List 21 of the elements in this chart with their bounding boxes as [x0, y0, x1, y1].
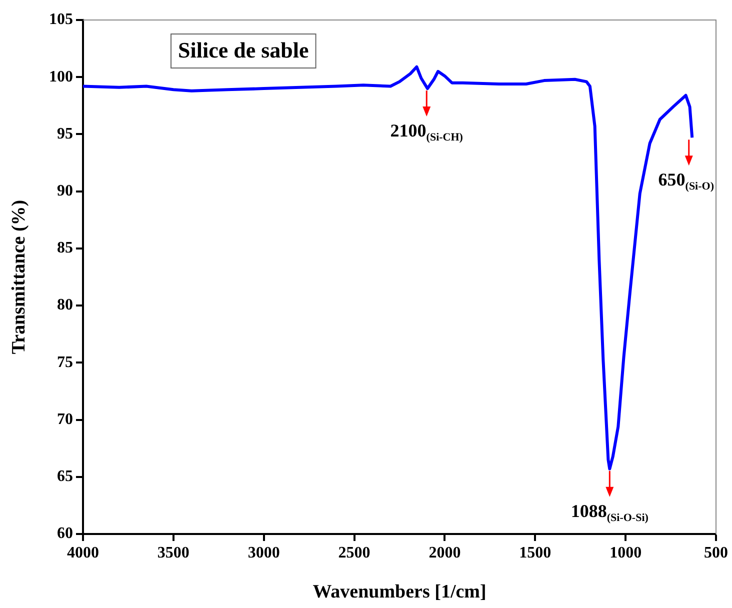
- y-tick-label: 80: [57, 296, 73, 314]
- y-tick-label: 90: [57, 182, 73, 200]
- y-tick-label: 60: [57, 525, 73, 542]
- x-tick-label: 500: [704, 544, 728, 562]
- y-tick-label: 85: [57, 240, 73, 257]
- x-tick-label: 1500: [519, 544, 552, 562]
- x-tick-label: 2500: [338, 544, 370, 562]
- y-tick-label: 95: [57, 125, 73, 142]
- y-tick-label: 70: [57, 410, 73, 428]
- x-tick-label: 3500: [157, 544, 190, 562]
- x-tick-label: 1000: [610, 544, 642, 562]
- y-tick-label: 100: [49, 68, 73, 86]
- y-axis-title: Transmittance (%): [8, 200, 30, 354]
- y-tick-label: 75: [57, 354, 73, 371]
- text: Silice de sable: [178, 38, 310, 63]
- y-tick-label: 65: [57, 468, 73, 486]
- x-tick-label: 4000: [67, 544, 99, 562]
- x-tick-label: 2000: [428, 544, 461, 562]
- y-tick-label: 105: [49, 11, 73, 28]
- x-axis-title: Wavenumbers [1/cm]: [312, 582, 486, 603]
- x-tick-label: 3000: [248, 544, 280, 562]
